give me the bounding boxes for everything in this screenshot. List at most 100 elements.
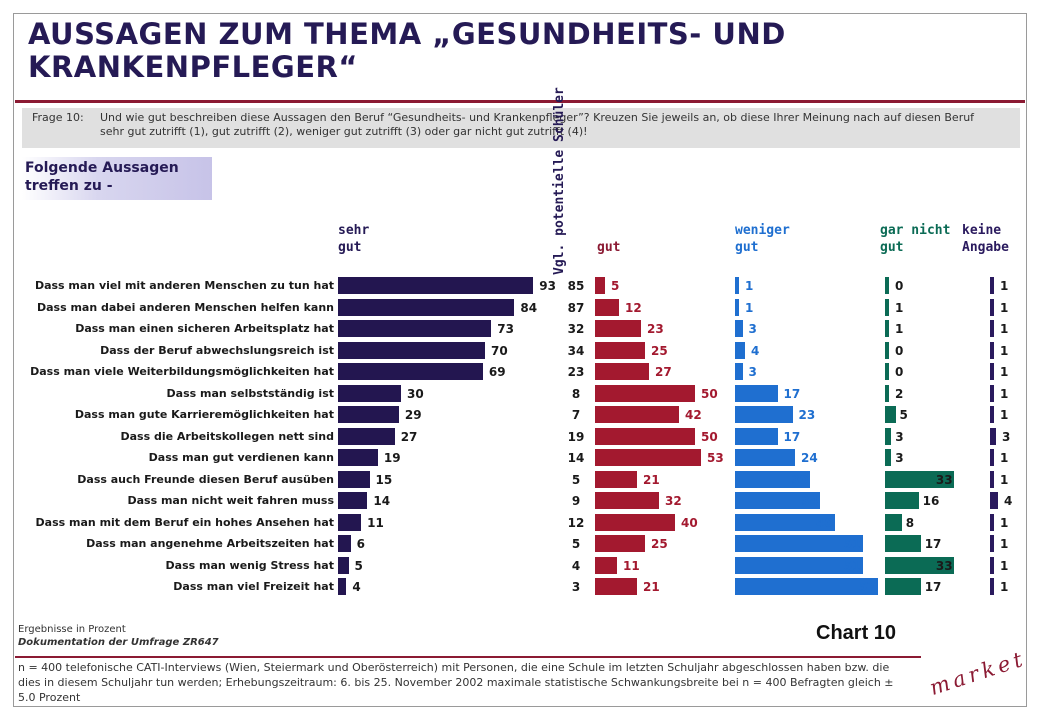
value-sehr-gut: 84 <box>520 300 538 315</box>
value-sehr-gut: 19 <box>383 451 401 465</box>
bar-sehr-gut <box>338 449 378 466</box>
bar-gut <box>595 535 645 552</box>
unit-note: Ergebnisse in Prozent <box>18 624 126 635</box>
title-divider <box>15 100 1025 103</box>
value-gar-nicht-gut: 0 <box>895 343 904 358</box>
bar-keine-angabe <box>990 406 994 423</box>
value-keine-angabe: 1 <box>1000 558 1009 573</box>
bar-gar-nicht-gut <box>885 470 955 488</box>
bar-weniger-gut <box>735 341 745 359</box>
bar-sehr-gut <box>338 363 483 380</box>
vgl-value: 85 <box>567 279 585 293</box>
value-sehr-gut: 6 <box>356 537 365 551</box>
bar-gar-nicht-gut <box>885 363 889 380</box>
value-keine-angabe: 4 <box>1004 494 1013 508</box>
vgl-value: 12 <box>567 515 585 530</box>
bar-sehr-gut <box>338 556 349 574</box>
value-gar-nicht-gut: 0 <box>895 279 904 293</box>
value-gut: 21 <box>643 472 660 487</box>
bar-keine-angabe <box>990 427 996 445</box>
bar-sehr-gut <box>338 341 485 359</box>
column-header-keine-angabe: keine Angabe <box>962 223 1009 255</box>
vgl-value: 7 <box>571 408 581 422</box>
category-label: Dass man gut verdienen kann <box>148 451 334 464</box>
footer-divider <box>15 656 921 658</box>
bar-weniger-gut <box>735 556 863 574</box>
bar-keine-angabe <box>990 470 994 488</box>
bar-weniger-gut <box>735 298 739 316</box>
bar-gut <box>595 513 675 531</box>
documentation-label: Dokumentation der Umfrage ZR647 <box>18 637 219 648</box>
value-keine-angabe: 1 <box>1000 322 1009 336</box>
chart-number: Chart 10 <box>816 622 897 644</box>
bar-sehr-gut <box>338 320 492 337</box>
value-gar-nicht-gut: 17 <box>924 537 942 551</box>
value-weniger-gut: 34 <box>801 494 818 508</box>
bar-gut <box>595 578 637 595</box>
category-label: Dass man viele Weiterbildungsmöglichkeit… <box>30 365 334 378</box>
category-label: Dass man wenig Stress hat <box>165 558 334 572</box>
bar-gar-nicht-gut <box>885 384 890 402</box>
bar-weniger-gut <box>735 513 835 531</box>
bar-sehr-gut <box>338 513 362 531</box>
value-gut: 25 <box>651 343 668 358</box>
value-weniger-gut: 24 <box>801 451 818 465</box>
vgl-value: 5 <box>571 472 581 487</box>
column-header-gar-nicht-gut: gar nicht gut <box>880 223 951 255</box>
category-label: Dass man dabei anderen Menschen helfen k… <box>36 300 334 314</box>
market-logo: market <box>926 630 1029 705</box>
bar-sehr-gut <box>338 578 347 595</box>
bar-keine-angabe <box>990 320 994 337</box>
value-gut: 42 <box>685 408 702 422</box>
bar-weniger-gut <box>735 470 810 488</box>
category-label: Dass man viel mit anderen Menschen zu tu… <box>34 279 334 292</box>
bar-weniger-gut <box>735 320 743 337</box>
value-gar-nicht-gut: 33 <box>935 472 953 487</box>
bar-weniger-gut <box>735 535 863 552</box>
bar-gut <box>595 427 695 445</box>
value-weniger-gut: 51 <box>843 558 861 573</box>
bar-sehr-gut <box>338 492 368 509</box>
bar-weniger-gut <box>735 427 778 445</box>
value-gut: 40 <box>681 515 698 530</box>
chart-frame <box>13 13 1027 707</box>
question-text: Und wie gut beschreiben diese Aussagen d… <box>100 111 975 138</box>
value-sehr-gut: 69 <box>488 365 506 379</box>
value-gar-nicht-gut: 1 <box>895 322 904 336</box>
value-sehr-gut: 4 <box>352 580 361 594</box>
value-sehr-gut: 30 <box>407 386 424 401</box>
value-keine-angabe: 1 <box>1000 343 1009 358</box>
methodology-note: n = 400 telefonische CATI-Interviews (Wi… <box>18 661 894 704</box>
value-gar-nicht-gut: 17 <box>924 580 942 594</box>
bar-gar-nicht-gut <box>885 578 921 595</box>
bar-gut <box>595 298 619 316</box>
vgl-value: 34 <box>567 343 585 358</box>
value-gut: 23 <box>647 322 664 336</box>
value-weniger-gut: 30 <box>791 472 808 487</box>
bar-weniger-gut <box>735 277 739 294</box>
category-label: Dass man einen sicheren Arbeitsplatz hat <box>75 322 334 335</box>
bar-gut <box>595 449 701 466</box>
bar-gar-nicht-gut <box>885 406 896 423</box>
value-sehr-gut: 70 <box>491 343 508 358</box>
value-gut: 32 <box>665 494 682 508</box>
vgl-value: 4 <box>571 558 581 573</box>
bar-keine-angabe <box>990 277 994 294</box>
bar-gar-nicht-gut <box>885 492 919 509</box>
bar-weniger-gut <box>735 363 743 380</box>
bar-gar-nicht-gut <box>885 513 902 531</box>
value-sehr-gut: 5 <box>354 558 363 573</box>
question-box: Frage 10: Und wie gut beschreiben diese … <box>22 108 1020 148</box>
value-sehr-gut: 27 <box>400 429 418 444</box>
bar-gut <box>595 341 645 359</box>
value-sehr-gut: 29 <box>404 408 422 422</box>
value-gut: 12 <box>625 300 642 315</box>
bar-weniger-gut <box>735 492 820 509</box>
bar-sehr-gut <box>338 406 399 423</box>
vgl-value: 9 <box>571 494 581 508</box>
bar-gar-nicht-gut <box>885 556 955 574</box>
value-gar-nicht-gut: 8 <box>905 515 915 530</box>
value-gut: 5 <box>611 279 620 293</box>
column-header-weniger-gut: weniger gut <box>735 223 790 255</box>
value-keine-angabe: 1 <box>1000 408 1009 422</box>
